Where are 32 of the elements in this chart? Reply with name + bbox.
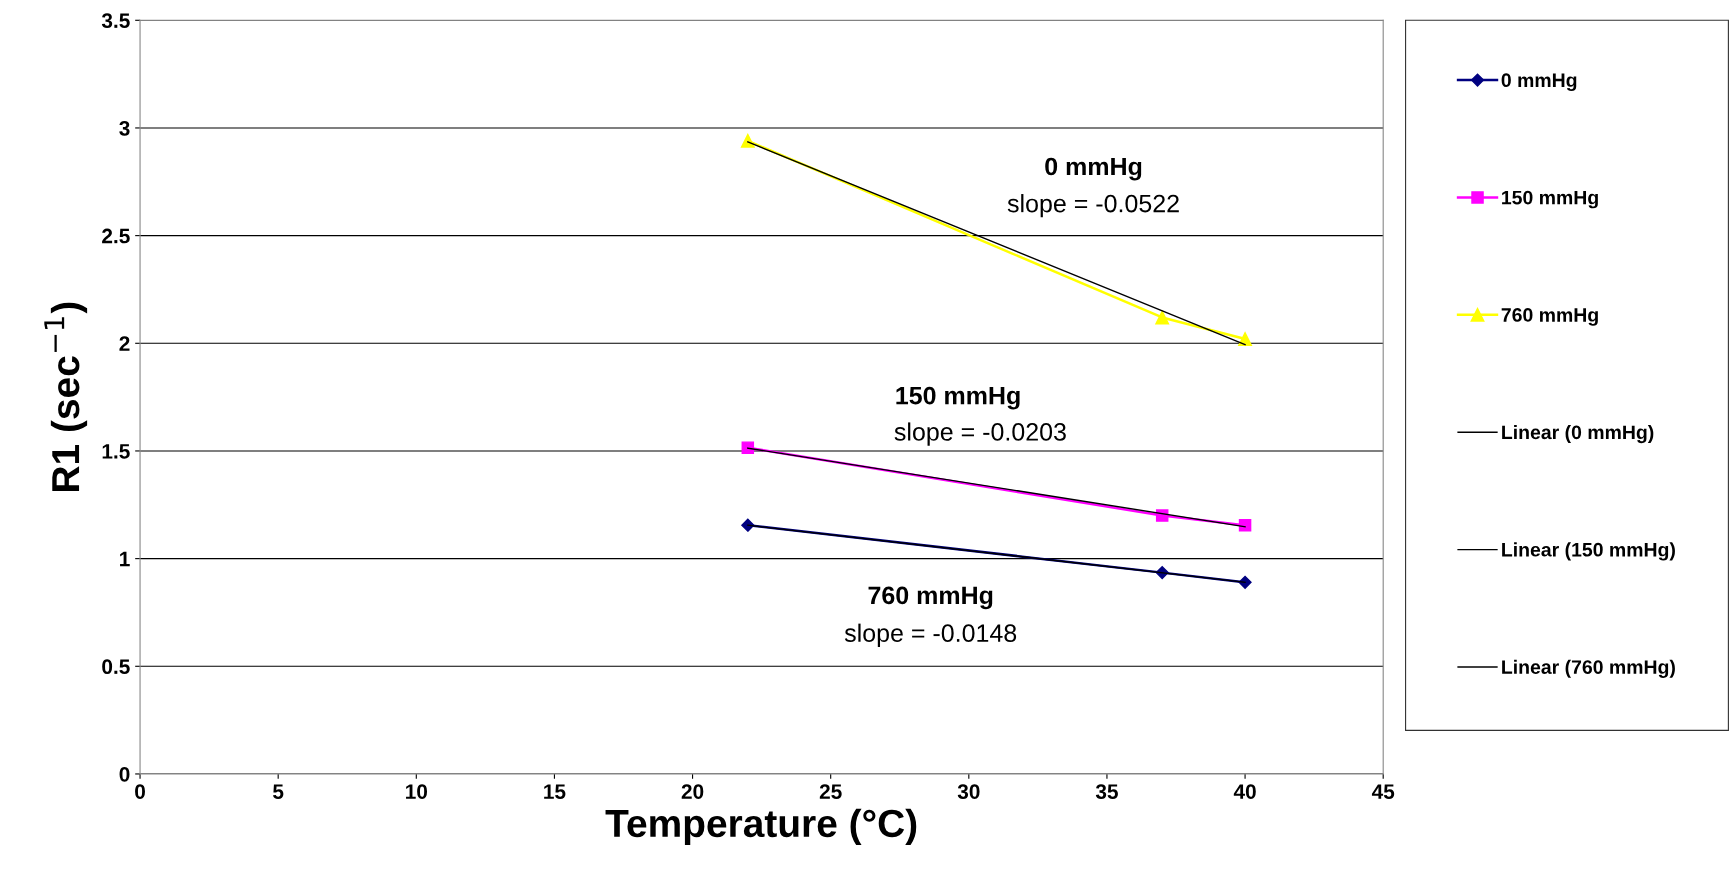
annotation: 150 mmHg bbox=[896, 386, 1020, 410]
annotation: 760 mmHg bbox=[868, 586, 993, 610]
legend-label: 0 mmHg bbox=[1501, 73, 1577, 91]
legend-label: Linear (0 mmHg) bbox=[1502, 424, 1654, 444]
x-tick-label: 5 bbox=[273, 784, 284, 799]
y-tick-label: 3.5 bbox=[101, 13, 130, 29]
y-tick-label: 0 bbox=[119, 766, 130, 782]
y-axis-title: R1 (sec$^{−1}$) bbox=[44, 302, 88, 491]
x-tick-label: 20 bbox=[681, 784, 704, 799]
x-axis-title: Temperature (°C) bbox=[605, 808, 917, 845]
x-tick-label: 15 bbox=[544, 784, 566, 799]
x-tick-label: 10 bbox=[406, 784, 428, 799]
y-tick-label: 1.5 bbox=[102, 444, 130, 459]
y-tick-label: 3 bbox=[119, 120, 130, 136]
annotation: slope = -0.0203 bbox=[894, 422, 1066, 446]
annotation: 0 mmHg bbox=[1045, 157, 1142, 181]
x-tick-label: 30 bbox=[957, 784, 980, 800]
legend-label: 150 mmHg bbox=[1502, 190, 1598, 209]
x-tick-label: 25 bbox=[819, 784, 842, 799]
annotation: slope = -0.0522 bbox=[1007, 194, 1179, 218]
y-tick-label: 1 bbox=[120, 551, 130, 567]
y-tick-label: 0.5 bbox=[102, 659, 130, 675]
y-tick-label: 2.5 bbox=[102, 228, 130, 244]
x-tick-label: 0 bbox=[135, 784, 145, 799]
x-tick-label: 35 bbox=[1095, 784, 1118, 800]
y-tick-label: 2 bbox=[119, 336, 130, 351]
legend-label: Linear (150 mmHg) bbox=[1502, 542, 1675, 561]
x-tick-label: 45 bbox=[1371, 784, 1395, 799]
annotation: slope = -0.0148 bbox=[844, 623, 1017, 647]
legend-label: 760 mmHg bbox=[1501, 308, 1598, 326]
legend-label: Linear (760 mmHg) bbox=[1502, 659, 1675, 678]
x-tick-label: 40 bbox=[1233, 784, 1256, 799]
